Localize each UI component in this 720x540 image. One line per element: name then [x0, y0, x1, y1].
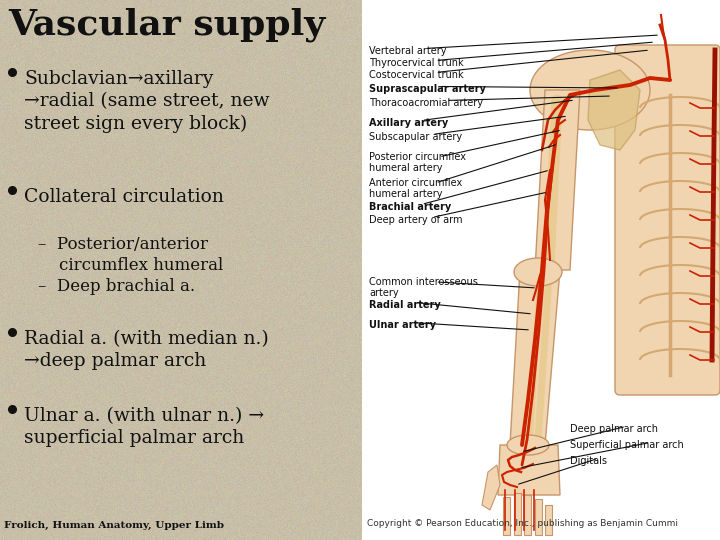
Text: Radial artery: Radial artery: [369, 300, 441, 310]
Text: Superficial palmar arch: Superficial palmar arch: [570, 440, 684, 450]
Text: Deep artery of arm: Deep artery of arm: [369, 215, 462, 225]
Bar: [514, 493, 521, 535]
Ellipse shape: [530, 50, 650, 130]
Text: –  Posterior/anterior
    circumflex humeral: – Posterior/anterior circumflex humeral: [38, 236, 223, 274]
Text: Axillary artery: Axillary artery: [369, 118, 449, 128]
Text: Subclavian→axillary
→radial (same street, new
street sign every block): Subclavian→axillary →radial (same street…: [24, 70, 269, 133]
Bar: [545, 505, 552, 535]
Text: Collateral circulation: Collateral circulation: [24, 188, 224, 206]
Bar: [362, 0, 720, 540]
Bar: [503, 497, 510, 535]
Polygon shape: [498, 445, 560, 495]
Ellipse shape: [514, 258, 562, 286]
Text: Suprascapular artery: Suprascapular artery: [369, 84, 486, 94]
Text: Thyrocervical trunk: Thyrocervical trunk: [369, 58, 464, 68]
Text: Frolich, Human Anatomy, Upper Limb: Frolich, Human Anatomy, Upper Limb: [4, 521, 224, 530]
Text: Anterior circumflex
humeral artery: Anterior circumflex humeral artery: [369, 178, 462, 199]
Text: Digitals: Digitals: [570, 456, 607, 466]
Polygon shape: [482, 465, 500, 510]
Text: Costocervical trunk: Costocervical trunk: [369, 70, 464, 80]
Text: Copyright © Pearson Education, Inc., publishing as Benjamin Cummi: Copyright © Pearson Education, Inc., pub…: [367, 519, 678, 528]
Text: Ulnar a. (with ulnar n.) →
superficial palmar arch: Ulnar a. (with ulnar n.) → superficial p…: [24, 407, 264, 447]
Text: Subscapular artery: Subscapular artery: [369, 132, 462, 142]
Polygon shape: [510, 270, 560, 445]
Text: Posterior circumflex
humeral artery: Posterior circumflex humeral artery: [369, 152, 466, 173]
Text: Radial a. (with median n.)
→deep palmar arch: Radial a. (with median n.) →deep palmar …: [24, 330, 269, 370]
Polygon shape: [588, 70, 640, 150]
Text: Deep palmar arch: Deep palmar arch: [570, 424, 658, 434]
Text: –  Deep brachial a.: – Deep brachial a.: [38, 278, 195, 295]
Text: Common interosseous
artery: Common interosseous artery: [369, 277, 478, 298]
Text: Brachial artery: Brachial artery: [369, 202, 451, 212]
Bar: [524, 495, 531, 535]
Text: Vascular supply: Vascular supply: [8, 8, 325, 43]
Polygon shape: [535, 90, 580, 270]
FancyBboxPatch shape: [615, 45, 720, 395]
Text: Ulnar artery: Ulnar artery: [369, 320, 436, 330]
Text: Vertebral artery: Vertebral artery: [369, 46, 446, 56]
Text: Thoracoacromial artery: Thoracoacromial artery: [369, 98, 483, 108]
Ellipse shape: [507, 435, 549, 455]
Bar: [535, 499, 542, 535]
